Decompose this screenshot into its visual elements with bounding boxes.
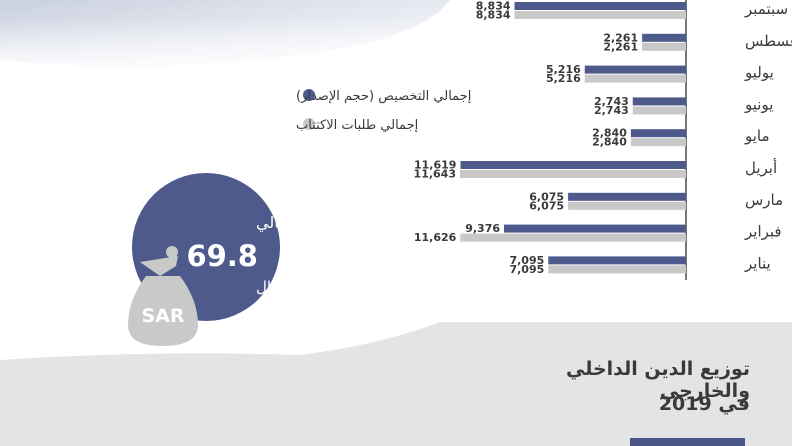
header-photo-decoration (0, 0, 450, 80)
bar-subscription (568, 201, 686, 210)
bar-subscription (642, 42, 686, 51)
footer-title: توزيع الدين الداخلي والخارجي (566, 358, 750, 402)
footer-accent-bar (630, 438, 745, 446)
category-label: يوليو (744, 64, 774, 82)
category-label: أغسطس (745, 31, 792, 50)
bar-allocation (568, 192, 686, 201)
data-label-subscription: 2,261 (603, 40, 638, 53)
data-label-subscription: 7,095 (509, 263, 544, 276)
footer-panel (0, 322, 792, 446)
data-label-subscription: 5,216 (546, 72, 581, 85)
total-title: الإجمالي (256, 213, 312, 233)
data-label-subscription: 11,626 (414, 231, 457, 244)
data-label-allocation: 8,834 (476, 0, 511, 13)
category-label: مارس (745, 191, 783, 209)
data-label-allocation: 7,095 (509, 254, 544, 267)
footer-subtitle: في 2019 (658, 393, 750, 415)
bar-allocation (548, 256, 686, 265)
bar-subscription (584, 74, 686, 83)
bar-allocation (642, 33, 686, 42)
bar-subscription (630, 138, 686, 147)
total-unit: مليار ريال (256, 278, 317, 296)
data-label-subscription: 2,743 (594, 104, 629, 117)
bar-subscription (460, 233, 686, 242)
legend-allocation-label: إجمالي التخصيص (حجم الإصدار) (296, 89, 471, 104)
category-label: سبتمبر (744, 0, 788, 18)
bar-subscription (514, 11, 686, 19)
data-label-subscription: 8,834 (476, 9, 511, 22)
bar-allocation (504, 224, 686, 233)
legend-allocation-swatch (303, 89, 315, 101)
money-bag-label: SAR (141, 305, 184, 327)
data-label-allocation: 11,619 (414, 159, 456, 172)
total-summary: الإجمالي 69.8 مليار ريال SAR (128, 173, 317, 346)
category-label: أبريل (745, 158, 777, 177)
data-label-allocation: 2,743 (594, 95, 629, 108)
category-label: فبراير (744, 223, 782, 241)
bar-allocation (584, 65, 686, 74)
legend: إجمالي التخصيص (حجم الإصدار) إجمالي طلبا… (296, 89, 471, 133)
bar-subscription (460, 170, 686, 178)
category-label: يناير (744, 254, 771, 272)
legend-subscription-swatch (303, 118, 315, 130)
data-label-allocation: 2,840 (592, 127, 627, 140)
bar-allocation (630, 129, 686, 138)
bar-allocation (460, 161, 686, 169)
data-label-subscription: 11,643 (414, 168, 456, 181)
category-label: يونيو (744, 95, 773, 113)
total-value: 69.8 (186, 239, 258, 273)
money-bag-icon: SAR (128, 246, 198, 346)
data-label-subscription: 6,075 (529, 199, 564, 212)
data-label-allocation: 2,261 (603, 31, 638, 44)
bar-allocation (632, 97, 686, 106)
data-label-subscription: 2,840 (592, 136, 627, 149)
bar-allocation (514, 2, 686, 10)
data-label-allocation: 9,376 (465, 222, 500, 235)
bar-subscription (548, 265, 686, 274)
category-label: مايو (744, 127, 770, 145)
bar-subscription (632, 106, 686, 115)
data-label-allocation: 5,216 (546, 63, 581, 76)
legend-subscription-label: إجمالي طلبات الاكتتاب (296, 118, 418, 133)
data-label-allocation: 6,075 (529, 190, 564, 203)
